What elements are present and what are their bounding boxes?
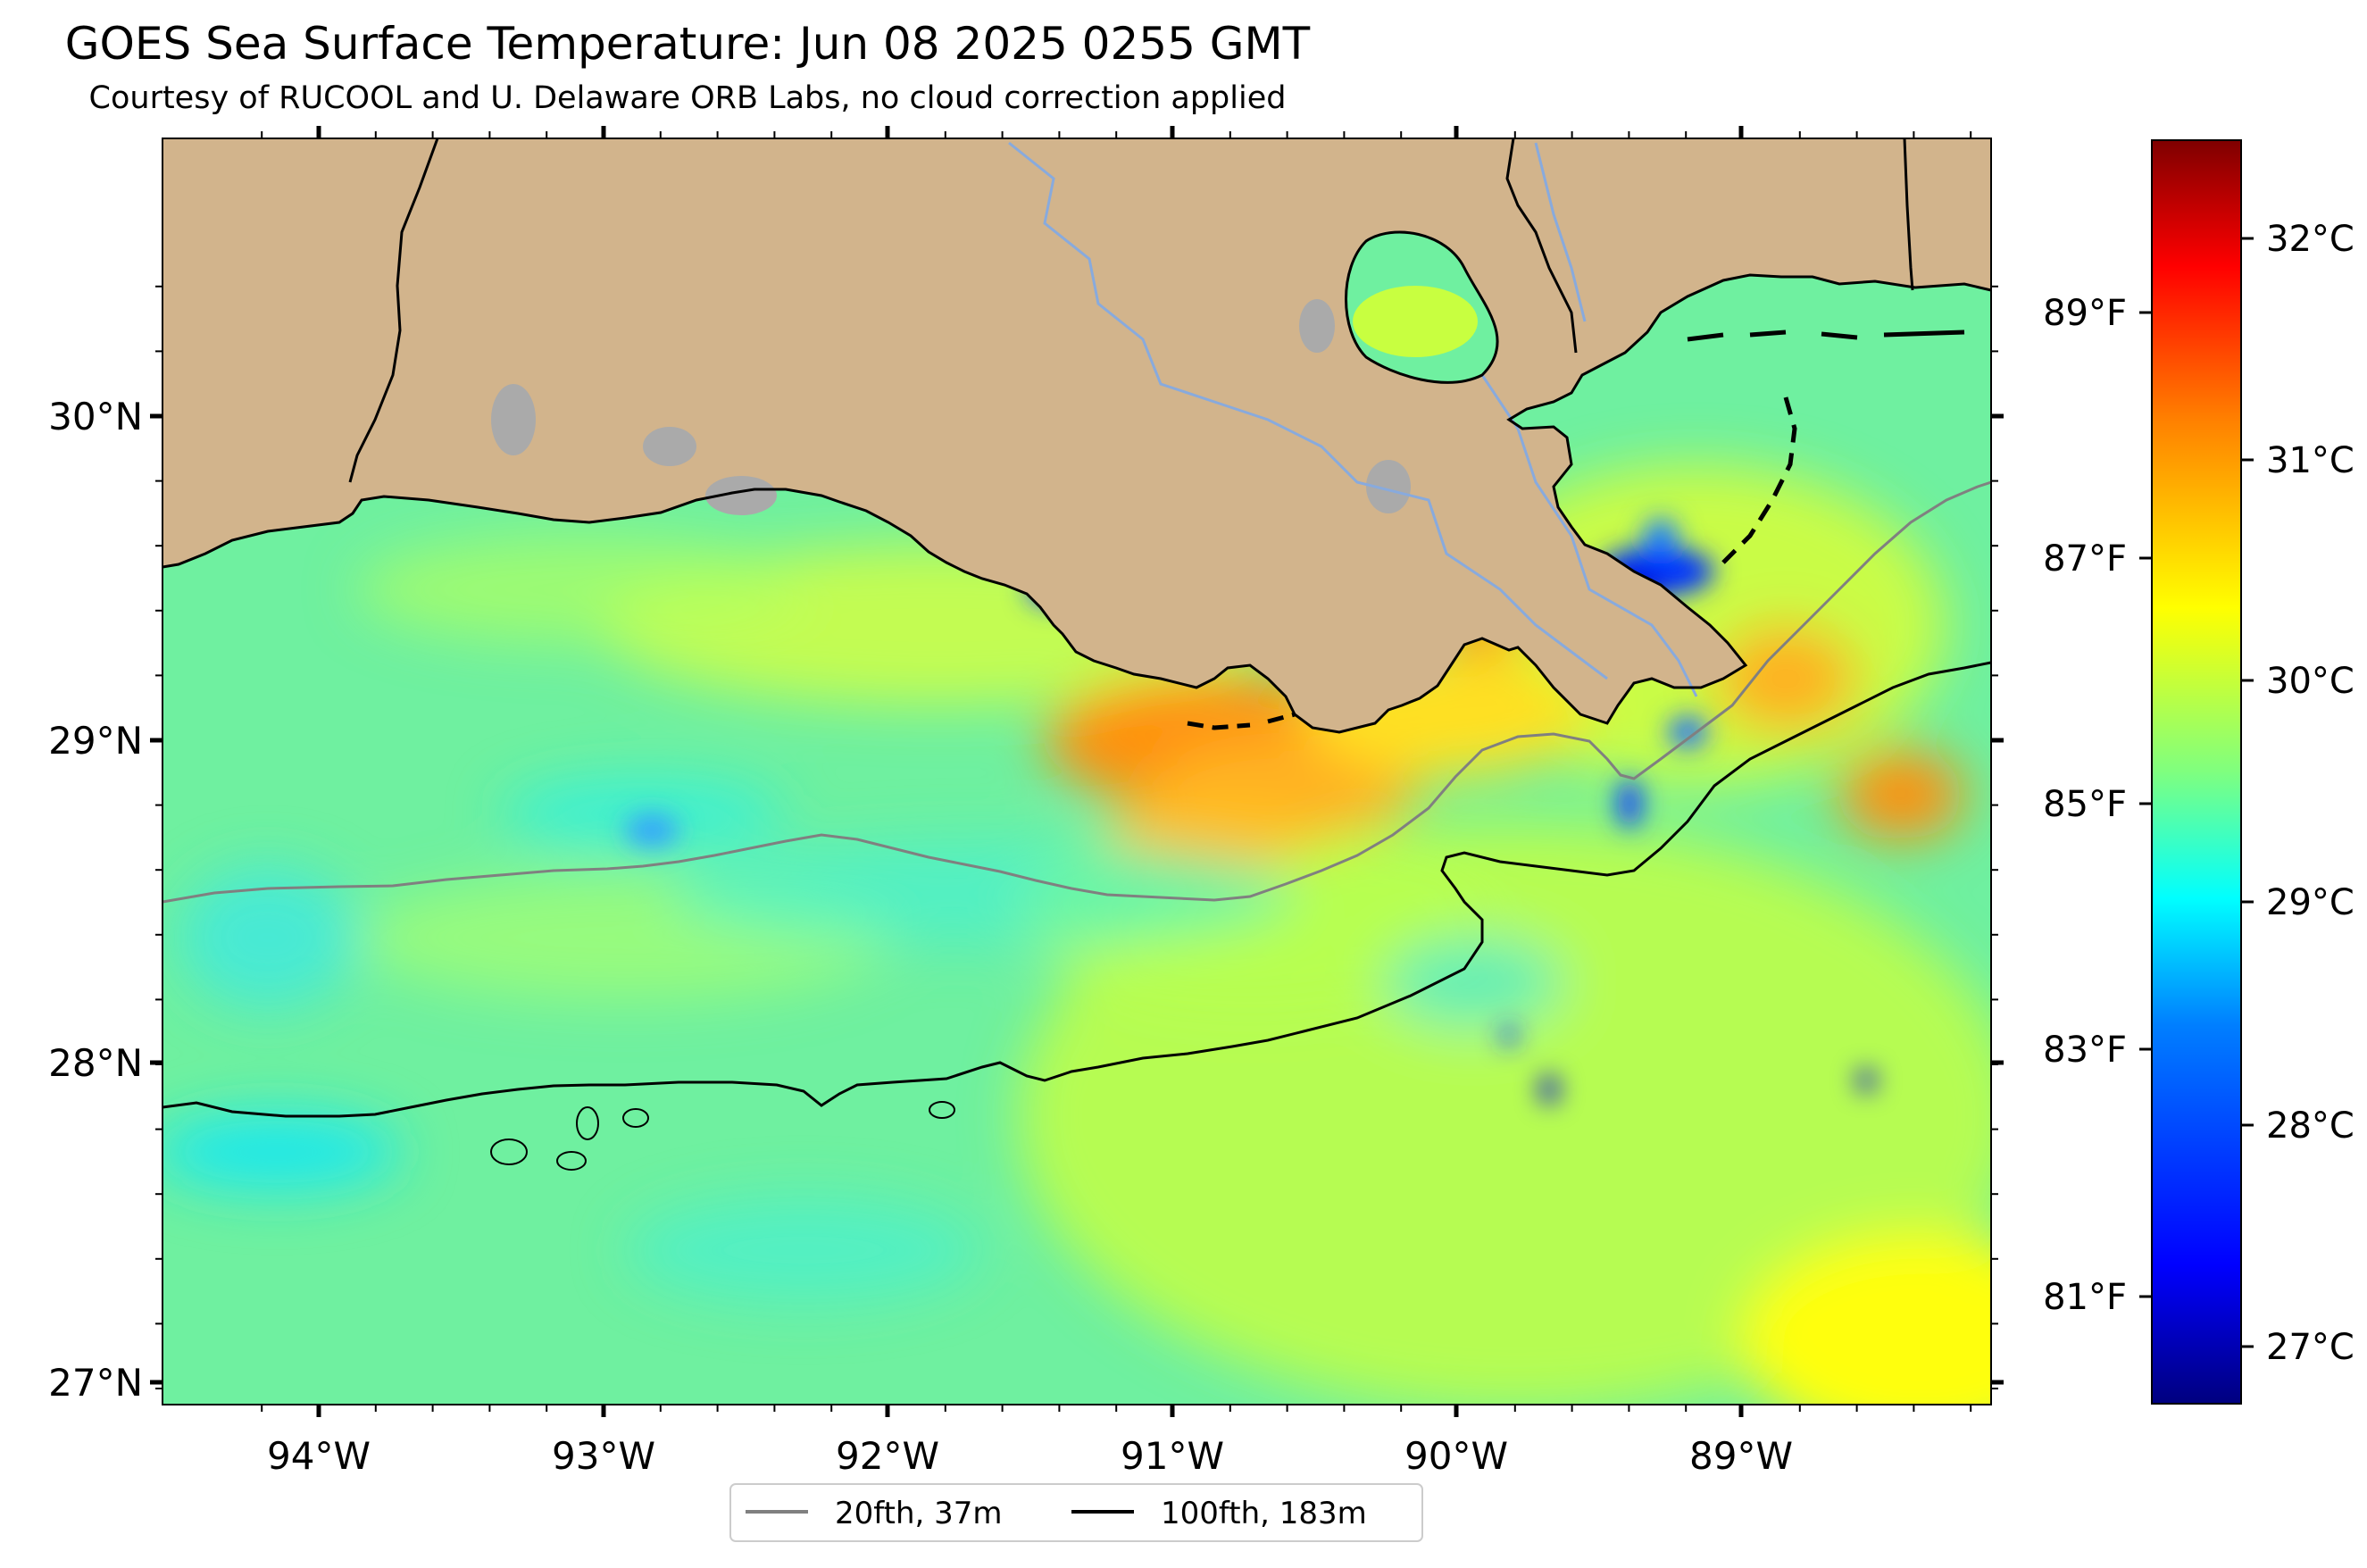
lon-label: 92°W	[836, 1434, 939, 1478]
isobath-legend: 20fth, 37m 100fth, 183m	[729, 1483, 1423, 1542]
white-lake	[705, 476, 777, 515]
bank-outline	[929, 1101, 955, 1119]
colorbar-label-f: 85°F	[2043, 784, 2127, 825]
state-border-la-ms	[1505, 138, 1578, 354]
lake-verret	[1366, 460, 1411, 513]
lon-label: 89°W	[1689, 1434, 1793, 1478]
lat-label: 30°N	[48, 395, 143, 438]
colorbar-label-f: 89°F	[2043, 293, 2127, 334]
colorbar-label-f: 81°F	[2043, 1277, 2127, 1318]
colorbar-label-c: 29°C	[2266, 882, 2354, 923]
bank-outline	[556, 1151, 587, 1171]
colorbar	[2151, 139, 2242, 1405]
lon-label: 90°W	[1404, 1434, 1508, 1478]
lat-label: 27°N	[48, 1361, 143, 1405]
isles-dernieres	[1187, 712, 1296, 730]
map-subtitle: Courtesy of RUCOOL and U. Delaware ORB L…	[88, 80, 1287, 116]
isobath-20fth	[163, 480, 1991, 904]
atchafalaya-river	[1008, 141, 1608, 680]
sst-anomalies	[163, 464, 1991, 1405]
barrier-islands	[1687, 329, 1965, 342]
state-border-ms-al	[1903, 138, 1914, 291]
land-mass	[163, 138, 1991, 732]
isobath-100fth	[163, 661, 1991, 1118]
lake-calcasieu	[491, 384, 536, 455]
colorbar-label-c: 27°C	[2266, 1327, 2354, 1368]
map-panel	[163, 138, 1991, 1405]
lake-shoreline	[1345, 230, 1499, 384]
colorbar-label-f: 87°F	[2043, 538, 2127, 580]
pearl-river	[1534, 142, 1587, 322]
bank-outline	[576, 1106, 599, 1140]
map-axes: 94°W 93°W 92°W 91°W 90°W 89°W 30°N 29°N 28°N 27°N	[48, 126, 2004, 1478]
grand-lake	[643, 427, 696, 466]
lake-maurepas	[1299, 299, 1335, 353]
colorbar-label-c: 32°C	[2266, 219, 2354, 260]
lat-label: 28°N	[48, 1041, 143, 1085]
lake-pontchartrain-sst	[1353, 286, 1478, 357]
lon-label: 93°W	[552, 1434, 655, 1478]
colorbar-label-c: 30°C	[2266, 661, 2354, 702]
colorbar-label-c: 31°C	[2266, 440, 2354, 481]
colorbar-labels: 32°C 31°C 30°C 29°C 28°C 27°C 89°F 87°F 85°F 83°F…	[2043, 219, 2354, 1368]
coastline	[163, 273, 1991, 734]
bank-outline	[622, 1108, 649, 1128]
map-frame	[162, 138, 1992, 1405]
legend-label-20fth: 20fth, 37m	[835, 1496, 1003, 1531]
chandeleur-islands	[1721, 396, 1797, 564]
state-border-tx-la	[348, 138, 439, 483]
lon-label: 91°W	[1121, 1434, 1224, 1478]
bank-outline	[490, 1138, 528, 1165]
lon-label: 94°W	[267, 1434, 371, 1478]
colorbar-label-f: 83°F	[2043, 1030, 2127, 1071]
map-title: GOES Sea Surface Temperature: Jun 08 202…	[64, 18, 1311, 70]
colorbar-label-c: 28°C	[2266, 1105, 2354, 1147]
mississippi-river	[1480, 374, 1698, 697]
legend-label-100fth: 100fth, 183m	[1161, 1496, 1367, 1531]
lat-label: 29°N	[48, 719, 143, 763]
